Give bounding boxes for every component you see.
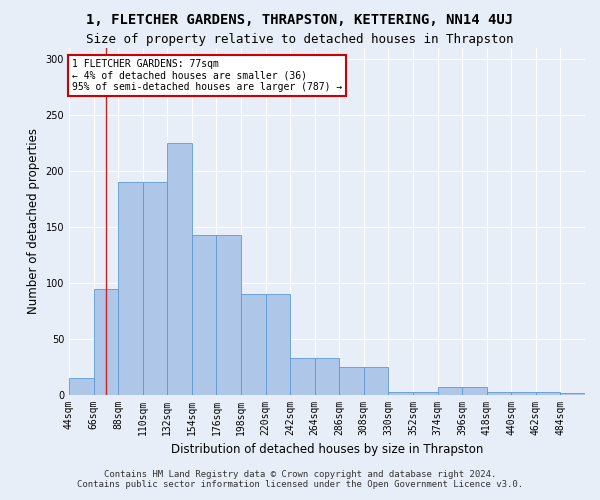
Bar [536, 392, 560, 395]
Bar [167, 143, 192, 395]
Bar [339, 367, 364, 395]
Bar [437, 387, 462, 395]
Text: Contains HM Land Registry data © Crown copyright and database right 2024.
Contai: Contains HM Land Registry data © Crown c… [77, 470, 523, 489]
Bar [241, 294, 266, 395]
Bar [94, 288, 118, 395]
Text: 1 FLETCHER GARDENS: 77sqm
← 4% of detached houses are smaller (36)
95% of semi-d: 1 FLETCHER GARDENS: 77sqm ← 4% of detach… [73, 58, 343, 92]
Bar [118, 182, 143, 395]
Bar [388, 392, 413, 395]
X-axis label: Distribution of detached houses by size in Thrapston: Distribution of detached houses by size … [171, 444, 483, 456]
Text: Size of property relative to detached houses in Thrapston: Size of property relative to detached ho… [86, 32, 514, 46]
Bar [560, 393, 585, 395]
Bar [290, 358, 315, 395]
Y-axis label: Number of detached properties: Number of detached properties [27, 128, 40, 314]
Bar [413, 392, 437, 395]
Bar [315, 358, 339, 395]
Bar [487, 392, 511, 395]
Bar [462, 387, 487, 395]
Bar [266, 294, 290, 395]
Text: 1, FLETCHER GARDENS, THRAPSTON, KETTERING, NN14 4UJ: 1, FLETCHER GARDENS, THRAPSTON, KETTERIN… [86, 12, 514, 26]
Bar [192, 234, 217, 395]
Bar [69, 378, 94, 395]
Bar [217, 234, 241, 395]
Bar [143, 182, 167, 395]
Bar [364, 367, 388, 395]
Bar [511, 392, 536, 395]
